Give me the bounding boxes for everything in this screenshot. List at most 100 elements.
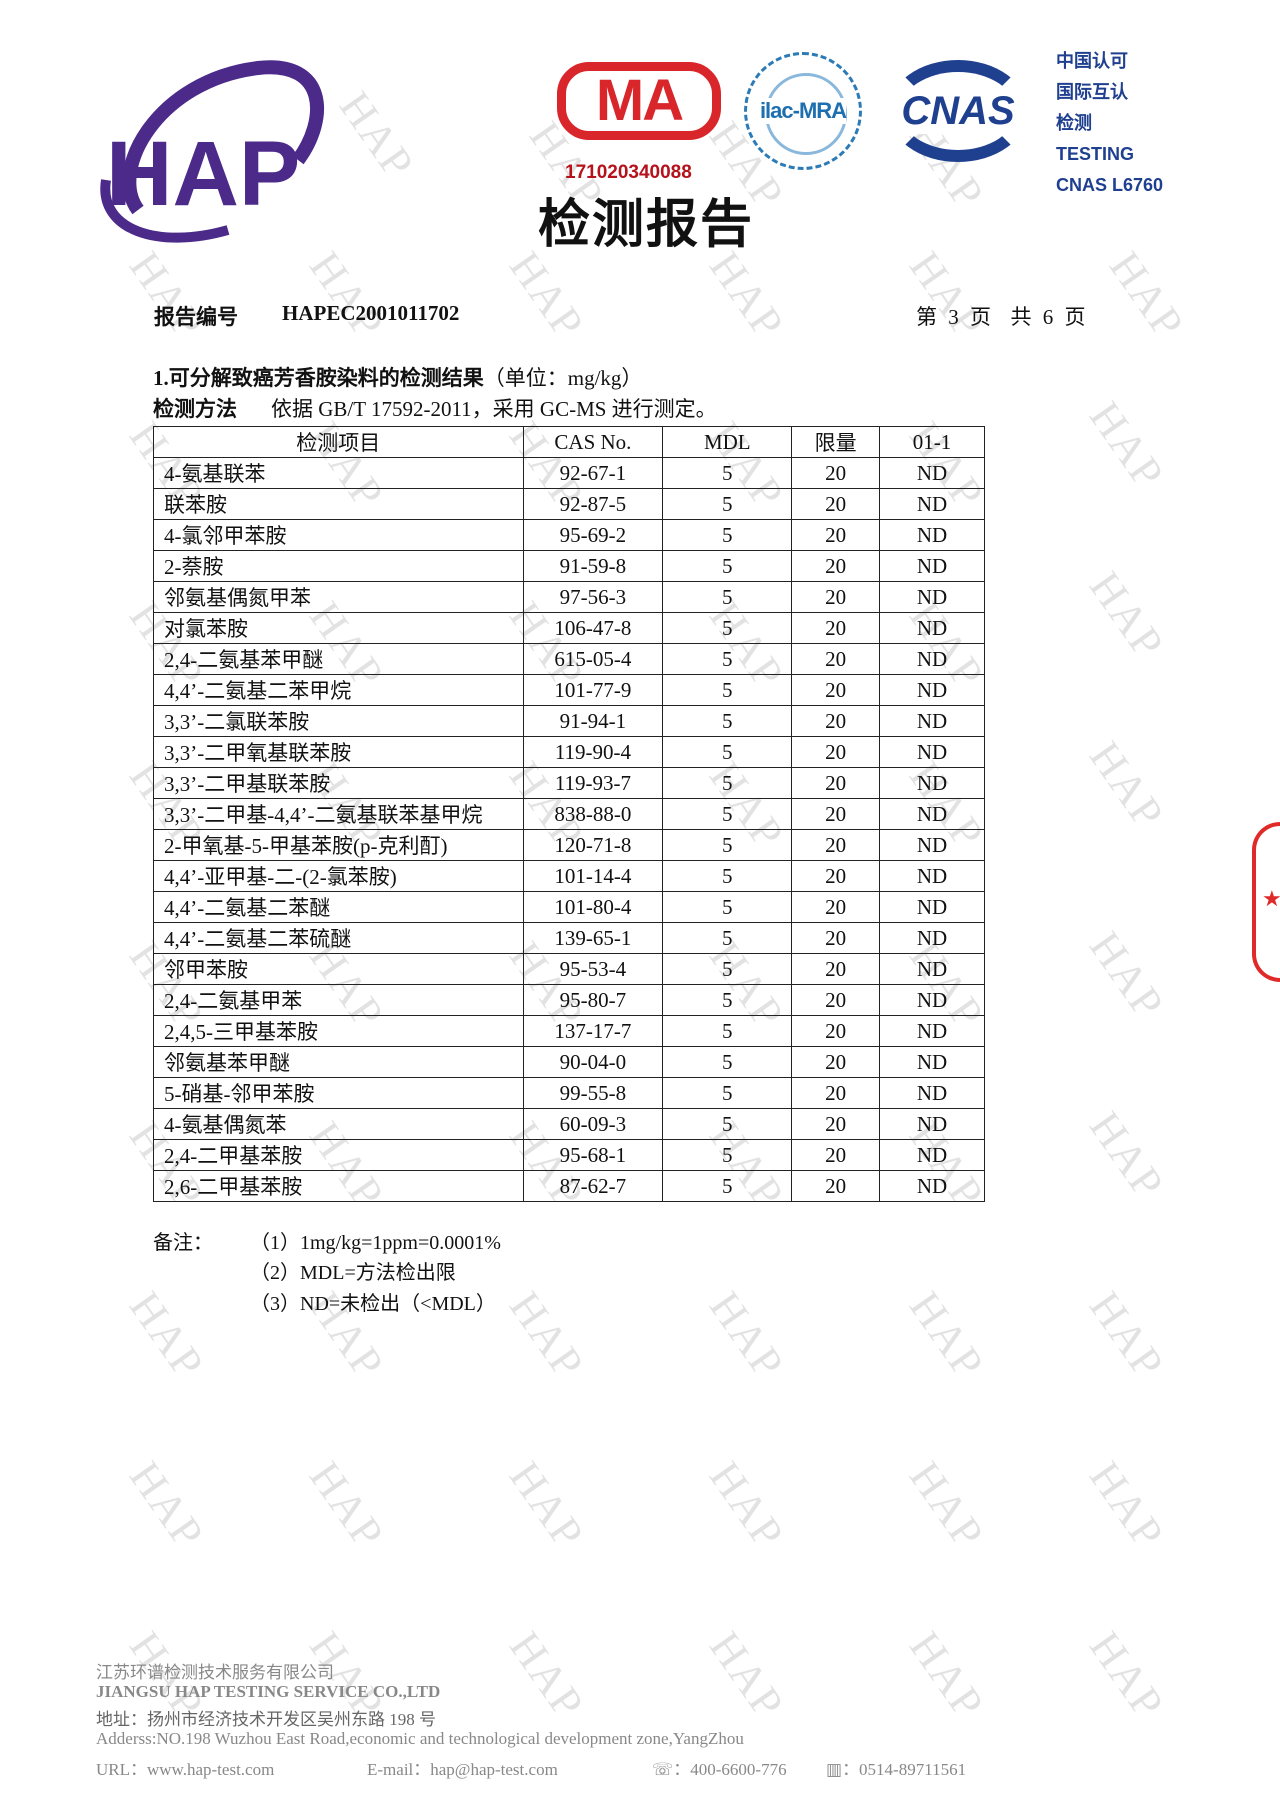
table-cell: 5 bbox=[662, 643, 793, 675]
table-cell: ND bbox=[879, 581, 985, 613]
hap-watermark: HAP bbox=[299, 1452, 395, 1559]
hap-watermark: HAP bbox=[899, 1452, 995, 1559]
table-row: 邻氨基苯甲醚 90-04-0 5 20 ND bbox=[153, 1046, 985, 1078]
hap-watermark: HAP bbox=[1079, 1452, 1175, 1559]
table-cell: 615-05-4 bbox=[522, 643, 664, 675]
table-header-row: 检测项目 CAS No. MDL 限量 01-1 bbox=[153, 426, 985, 458]
table-cell: 20 bbox=[791, 581, 881, 613]
report-number-label: 报告编号 bbox=[154, 305, 238, 329]
table-cell: ND bbox=[879, 519, 985, 551]
table-cell: 4,4’-亚甲基-二-(2-氯苯胺) bbox=[153, 860, 524, 892]
table-cell: 5 bbox=[662, 519, 793, 551]
table-cell: 2-萘胺 bbox=[153, 550, 524, 582]
table-cell: 20 bbox=[791, 891, 881, 923]
note-item: （2）MDL=方法检出限 bbox=[250, 1262, 456, 1284]
table-row: 2,4,5-三甲基苯胺 137-17-7 5 20 ND bbox=[153, 1015, 985, 1047]
table-cell: 106-47-8 bbox=[522, 612, 664, 644]
table-cell: 5 bbox=[662, 829, 793, 861]
table-row: 2-甲氧基-5-甲基苯胺(p-克利酊) 120-71-8 5 20 ND bbox=[153, 829, 985, 861]
hap-watermark: HAP bbox=[1079, 1622, 1175, 1729]
table-cell: 20 bbox=[791, 519, 881, 551]
table-cell: 5 bbox=[662, 860, 793, 892]
footer-phone: ☏：400-6600-776 bbox=[652, 1760, 787, 1779]
table-cell: ND bbox=[879, 860, 985, 892]
table-row: 3,3’-二甲氧基联苯胺 119-90-4 5 20 ND bbox=[153, 736, 985, 768]
table-cell: 5 bbox=[662, 674, 793, 706]
table-cell: 4-氨基联苯 bbox=[153, 457, 524, 489]
table-cell: 邻氨基苯甲醚 bbox=[153, 1046, 524, 1078]
footer-company-en: JIANGSU HAP TESTING SERVICE CO.,LTD bbox=[96, 1682, 441, 1701]
table-cell: 90-04-0 bbox=[522, 1046, 664, 1078]
hap-watermark: HAP bbox=[899, 1282, 995, 1389]
footer-email: E-mail：hap@hap-test.com bbox=[367, 1760, 558, 1779]
column-header: MDL bbox=[662, 426, 793, 458]
star-icon: ★ bbox=[1262, 886, 1280, 911]
hap-watermark: HAP bbox=[119, 1282, 215, 1389]
table-cell: ND bbox=[879, 612, 985, 644]
table-cell: 2,6-二甲基苯胺 bbox=[153, 1170, 524, 1202]
hap-watermark: HAP bbox=[899, 242, 995, 349]
table-cell: 87-62-7 bbox=[522, 1170, 664, 1202]
table-cell: 20 bbox=[791, 1046, 881, 1078]
table-row: 联苯胺 92-87-5 5 20 ND bbox=[153, 488, 985, 520]
table-row: 3,3’-二甲基-4,4’-二氨基联苯基甲烷 838-88-0 5 20 ND bbox=[153, 798, 985, 830]
column-header: 检测项目 bbox=[153, 426, 524, 458]
table-cell: ND bbox=[879, 457, 985, 489]
table-cell: ND bbox=[879, 1015, 985, 1047]
cma-number: 171020340088 bbox=[565, 162, 692, 183]
table-cell: 5 bbox=[662, 798, 793, 830]
table-row: 4-氯邻甲苯胺 95-69-2 5 20 ND bbox=[153, 519, 985, 551]
table-cell: 5 bbox=[662, 581, 793, 613]
cnas-logo: CNAS bbox=[888, 60, 1028, 162]
hap-watermark: HAP bbox=[699, 1622, 795, 1729]
table-row: 4-氨基偶氮苯 60-09-3 5 20 ND bbox=[153, 1108, 985, 1140]
table-cell: ND bbox=[879, 488, 985, 520]
table-cell: 20 bbox=[791, 736, 881, 768]
table-cell: 20 bbox=[791, 1015, 881, 1047]
table-cell: 92-87-5 bbox=[522, 488, 664, 520]
table-cell: 20 bbox=[791, 457, 881, 489]
table-cell: ND bbox=[879, 953, 985, 985]
table-cell: 139-65-1 bbox=[522, 922, 664, 954]
table-cell: 20 bbox=[791, 550, 881, 582]
section-title: 1.可分解致癌芳香胺染料的检测结果（单位：mg/kg） bbox=[153, 366, 643, 390]
table-row: 2-萘胺 91-59-8 5 20 ND bbox=[153, 550, 985, 582]
hap-watermark: HAP bbox=[499, 1452, 595, 1559]
table-cell: 20 bbox=[791, 860, 881, 892]
table-row: 2,4-二氨基苯甲醚 615-05-4 5 20 ND bbox=[153, 643, 985, 675]
table-cell: 5 bbox=[662, 1170, 793, 1202]
hap-logo-text: HAP bbox=[106, 123, 300, 225]
report-number: HAPEC2001011702 bbox=[282, 301, 460, 325]
table-cell: 20 bbox=[791, 612, 881, 644]
ilac-mra-logo: ilac-MRA bbox=[744, 52, 862, 170]
table-cell: 5 bbox=[662, 922, 793, 954]
table-cell: ND bbox=[879, 1170, 985, 1202]
table-cell: 20 bbox=[791, 798, 881, 830]
table-cell: 20 bbox=[791, 1077, 881, 1109]
table-cell: 2,4-二甲基苯胺 bbox=[153, 1139, 524, 1171]
results-table: 检测项目 CAS No. MDL 限量 01-1 4-氨基联苯 92-67-1 5 20 ND 联… bbox=[153, 426, 985, 1202]
table-cell: 4,4’-二氨基二苯硫醚 bbox=[153, 922, 524, 954]
table-row: 2,6-二甲基苯胺 87-62-7 5 20 ND bbox=[153, 1170, 985, 1202]
footer-address-cn: 地址：扬州市经济技术开发区吴州东路 198 号 bbox=[96, 1710, 436, 1729]
table-cell: 101-77-9 bbox=[522, 674, 664, 706]
table-cell: 联苯胺 bbox=[153, 488, 524, 520]
table-cell: 3,3’-二甲基-4,4’-二氨基联苯基甲烷 bbox=[153, 798, 524, 830]
table-cell: 5 bbox=[662, 1108, 793, 1140]
table-cell: 20 bbox=[791, 705, 881, 737]
hap-watermark: HAP bbox=[899, 1622, 995, 1729]
hap-watermark: HAP bbox=[1079, 1282, 1175, 1389]
table-cell: 20 bbox=[791, 767, 881, 799]
table-cell: 60-09-3 bbox=[522, 1108, 664, 1140]
table-cell: 20 bbox=[791, 643, 881, 675]
table-cell: ND bbox=[879, 922, 985, 954]
table-cell: 3,3’-二甲基联苯胺 bbox=[153, 767, 524, 799]
table-cell: 邻氨基偶氮甲苯 bbox=[153, 581, 524, 613]
table-cell: 5 bbox=[662, 488, 793, 520]
hap-watermark: HAP bbox=[1079, 1102, 1175, 1209]
table-cell: 5 bbox=[662, 705, 793, 737]
hap-watermark: HAP bbox=[499, 1622, 595, 1729]
hap-watermark: HAP bbox=[329, 82, 425, 189]
table-cell: 95-80-7 bbox=[522, 984, 664, 1016]
table-cell: 5 bbox=[662, 1139, 793, 1171]
